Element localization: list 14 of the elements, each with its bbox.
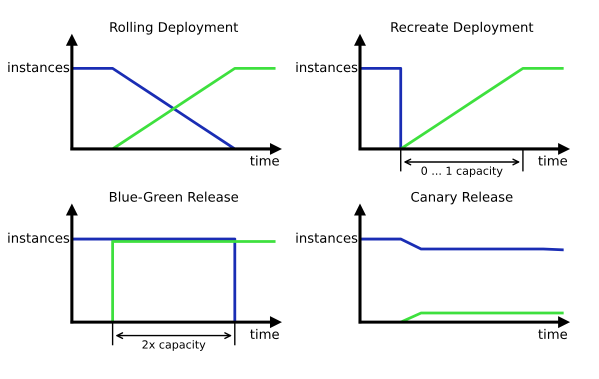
y-axis-title: instances — [8, 232, 70, 243]
text: 0 ... 1 capacity — [421, 166, 503, 178]
x-axis-title: time — [538, 328, 568, 340]
x-axis-title: time — [250, 155, 279, 166]
chart-title: Canary Release — [411, 192, 512, 204]
chart-title: Rolling Deployment — [110, 22, 238, 35]
x-axis-title: time — [250, 328, 279, 340]
y-axis-title: instances — [296, 232, 358, 243]
chart-title: Recreate Deployment — [391, 22, 534, 35]
text: 2x capacity — [142, 340, 206, 351]
chart-title: Blue-Green Release — [110, 192, 238, 202]
x-axis-title: time — [538, 155, 568, 166]
y-axis-title: instances — [296, 62, 358, 72]
y-axis-title: instances — [8, 62, 70, 72]
